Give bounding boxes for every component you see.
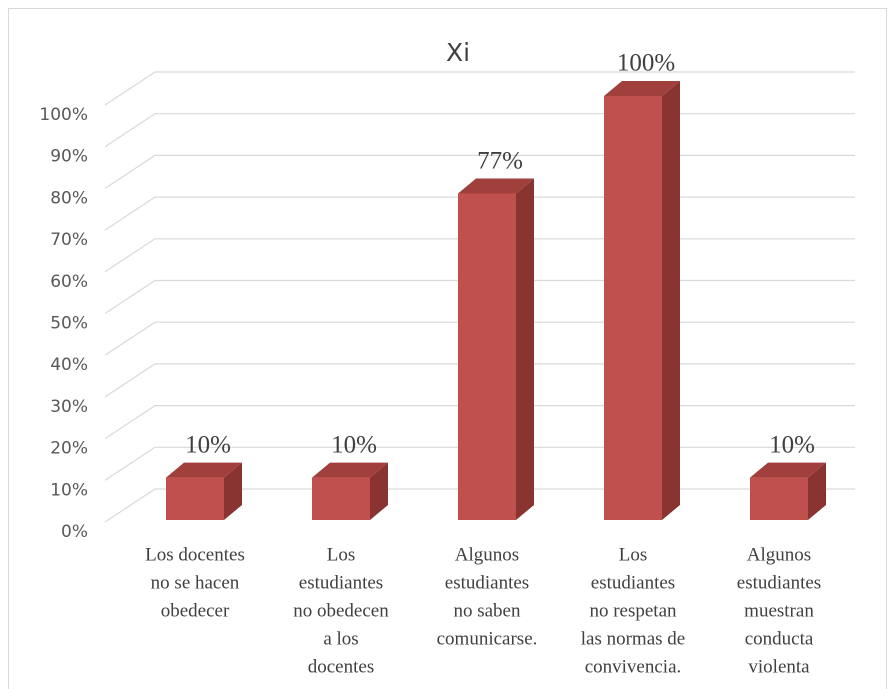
x-tick-label: Algunos bbox=[747, 544, 811, 565]
bar-side bbox=[808, 462, 826, 520]
x-tick-label: no obedecen bbox=[293, 600, 389, 621]
x-tick-label: docentes bbox=[308, 656, 374, 677]
y-tick-label: 30% bbox=[50, 397, 88, 417]
y-tick-label: 70% bbox=[50, 230, 88, 250]
bar-side bbox=[516, 178, 534, 520]
bar bbox=[458, 193, 516, 520]
x-tick-label: muestran bbox=[744, 600, 814, 621]
x-tick-label: violenta bbox=[748, 656, 810, 677]
data-label: 77% bbox=[477, 147, 523, 174]
bar bbox=[166, 477, 224, 520]
data-label: 10% bbox=[769, 431, 815, 458]
y-tick-label: 90% bbox=[50, 147, 88, 167]
x-tick-label: no respetan bbox=[589, 600, 677, 621]
bar-top bbox=[604, 81, 680, 96]
data-label: 100% bbox=[617, 50, 675, 77]
x-tick-label: estudiantes bbox=[591, 572, 675, 593]
bar-top bbox=[750, 462, 826, 478]
bar-side bbox=[662, 81, 680, 520]
x-tick-label: obedecer bbox=[161, 600, 230, 621]
x-tick-label: no se hacen bbox=[151, 572, 240, 593]
y-tick-label: 20% bbox=[50, 439, 88, 459]
data-label: 10% bbox=[185, 431, 231, 458]
x-tick-label: las normas de bbox=[581, 628, 685, 649]
y-tick-label: 100% bbox=[39, 105, 88, 125]
x-tick-label: no saben bbox=[453, 600, 521, 621]
chart-title: Xi bbox=[446, 38, 470, 67]
bar bbox=[750, 477, 808, 520]
x-tick-label: conducta bbox=[745, 628, 814, 649]
x-tick-label: estudiantes bbox=[445, 572, 529, 593]
y-tick-label: 0% bbox=[61, 522, 88, 542]
y-tick-label: 60% bbox=[50, 272, 88, 292]
grid-line bbox=[104, 71, 855, 106]
x-tick-label: Los bbox=[619, 544, 648, 565]
x-tick-label: Los bbox=[327, 544, 356, 565]
x-tick-label: Los docentes bbox=[145, 544, 245, 565]
bar-side bbox=[224, 462, 242, 520]
bar-top bbox=[166, 462, 242, 478]
x-tick-label: a los bbox=[323, 628, 358, 649]
bar bbox=[604, 96, 662, 520]
y-tick-label: 40% bbox=[50, 355, 88, 375]
y-tick-label: 50% bbox=[50, 314, 88, 334]
x-tick-label: comunicarse. bbox=[437, 628, 538, 649]
data-label: 10% bbox=[331, 431, 377, 458]
bar-top bbox=[312, 462, 388, 478]
x-tick-label: Algunos bbox=[455, 544, 519, 565]
x-tick-label: convivencia. bbox=[585, 656, 682, 677]
y-tick-label: 10% bbox=[50, 480, 88, 500]
chart-border bbox=[8, 8, 887, 689]
x-tick-label: estudiantes bbox=[737, 572, 821, 593]
x-tick-label: estudiantes bbox=[299, 572, 383, 593]
bar-side bbox=[370, 462, 388, 520]
y-tick-label: 80% bbox=[50, 188, 88, 208]
bar-top bbox=[458, 178, 534, 194]
bar bbox=[312, 477, 370, 520]
